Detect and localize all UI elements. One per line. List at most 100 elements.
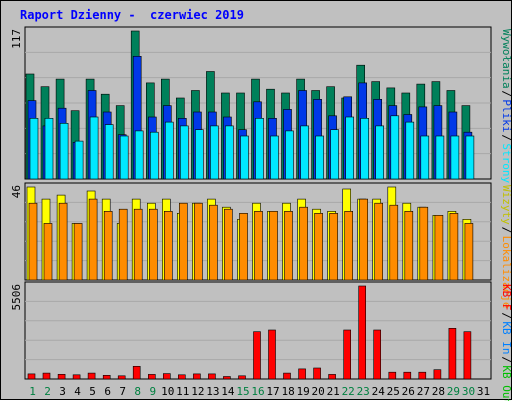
x-tick-label: 30	[462, 385, 475, 398]
bar-kb-f	[102, 374, 111, 380]
bar-strony	[330, 129, 339, 180]
bar-strony	[195, 129, 204, 180]
bar-strony	[255, 118, 264, 180]
bar-strony	[390, 115, 400, 180]
bar-strony	[165, 121, 174, 180]
legend-label: Strony	[500, 143, 512, 183]
y-max-label: 117	[10, 29, 23, 49]
x-tick-label: 2	[44, 385, 51, 398]
bar-lokalizacje	[299, 206, 308, 281]
bar-kb-f	[283, 372, 291, 380]
x-tick-label: 29	[447, 385, 460, 398]
bar-lokalizacje	[359, 198, 369, 281]
bar-lokalizacje	[419, 206, 429, 281]
x-tick-label: 9	[149, 385, 156, 398]
x-tick-label: 31	[477, 385, 490, 398]
bar-kb-f	[448, 327, 457, 380]
bar-strony	[225, 125, 234, 180]
bar-lokalizacje	[269, 211, 278, 281]
x-tick-label: 26	[402, 385, 415, 398]
bar-kb-f	[178, 374, 186, 380]
x-tick-label: 22	[342, 385, 355, 398]
bar-lokalizacje	[103, 211, 113, 281]
bar-kb-f	[328, 374, 336, 380]
bar-strony	[74, 140, 84, 180]
bar-kb-f	[403, 371, 412, 380]
bar-kb-f	[163, 373, 171, 380]
bar-strony	[420, 135, 430, 180]
bar-strony	[104, 124, 114, 180]
bar-kb-f	[72, 374, 81, 380]
bar-strony	[119, 135, 129, 180]
bar-kb-f	[208, 373, 216, 380]
legend-label: Pliki	[500, 99, 512, 132]
bar-strony	[150, 131, 159, 180]
bar-strony	[180, 125, 189, 180]
bar-kb-f	[238, 375, 246, 380]
bar-kb-f	[268, 329, 276, 380]
x-tick-label: 11	[176, 385, 189, 398]
bar-lokalizacje	[434, 215, 444, 281]
bar-strony	[59, 123, 69, 180]
legend-separator: /	[500, 134, 512, 141]
x-tick-label: 18	[281, 385, 294, 398]
bar-strony	[405, 121, 415, 180]
bar-kb-f	[42, 372, 51, 380]
chart-title: Raport Dzienny - czerwiec 2019	[20, 8, 244, 22]
bar-kb-f	[87, 372, 96, 380]
bar-kb-f	[223, 376, 231, 380]
x-tick-label: 15	[236, 385, 249, 398]
legend-label: KB F	[500, 284, 512, 311]
bar-kb-f	[193, 373, 201, 380]
bar-kb-f	[148, 374, 156, 380]
bar-kb-f	[343, 329, 352, 380]
legend-label: Wizyty	[500, 185, 512, 225]
bar-lokalizacje	[149, 208, 158, 281]
bar-lokalizacje	[254, 211, 263, 281]
x-tick-label: 8	[134, 385, 141, 398]
x-tick-label: 6	[104, 385, 111, 398]
legend-label: Lokalizacje	[500, 236, 512, 309]
bar-lokalizacje	[164, 211, 173, 281]
bar-kb-f	[27, 373, 36, 380]
bar-kb-f	[132, 365, 141, 380]
x-tick-label: 13	[206, 385, 219, 398]
bar-strony	[360, 118, 370, 180]
x-tick-label: 4	[74, 385, 81, 398]
x-tick-label: 5	[89, 385, 96, 398]
bar-lokalizacje	[58, 202, 68, 281]
bar-kb-f	[433, 369, 442, 380]
bar-kb-f	[253, 331, 261, 380]
bar-lokalizacje	[449, 213, 459, 281]
bar-strony	[29, 118, 39, 180]
x-tick-label: 17	[266, 385, 279, 398]
x-tick-label: 14	[221, 385, 235, 398]
bar-lokalizacje	[133, 208, 143, 281]
bar-kb-f	[418, 371, 427, 380]
legend-separator: /	[500, 227, 512, 234]
bar-lokalizacje	[43, 223, 53, 281]
bar-strony	[285, 130, 294, 180]
bar-lokalizacje	[179, 202, 188, 281]
bar-lokalizacje	[88, 198, 98, 281]
bar-lokalizacje	[239, 213, 248, 281]
bar-kb-f	[373, 329, 382, 380]
legend-separator: /	[500, 356, 512, 363]
bar-kb-f	[463, 331, 472, 380]
bar-lokalizacje	[209, 204, 218, 281]
bar-lokalizacje	[118, 208, 128, 281]
bar-strony	[210, 125, 219, 180]
legend-separator: /	[500, 312, 512, 319]
x-tick-label: 7	[119, 385, 126, 398]
bar-strony	[450, 135, 460, 180]
bar-strony	[240, 135, 249, 180]
bar-lokalizacje	[28, 202, 38, 281]
x-tick-label: 16	[251, 385, 264, 398]
x-tick-label: 24	[372, 385, 386, 398]
bar-lokalizacje	[224, 208, 233, 281]
bar-lokalizacje	[73, 223, 83, 281]
bar-lokalizacje	[389, 204, 399, 281]
bar-strony	[44, 118, 54, 180]
bar-lokalizacje	[464, 223, 474, 281]
